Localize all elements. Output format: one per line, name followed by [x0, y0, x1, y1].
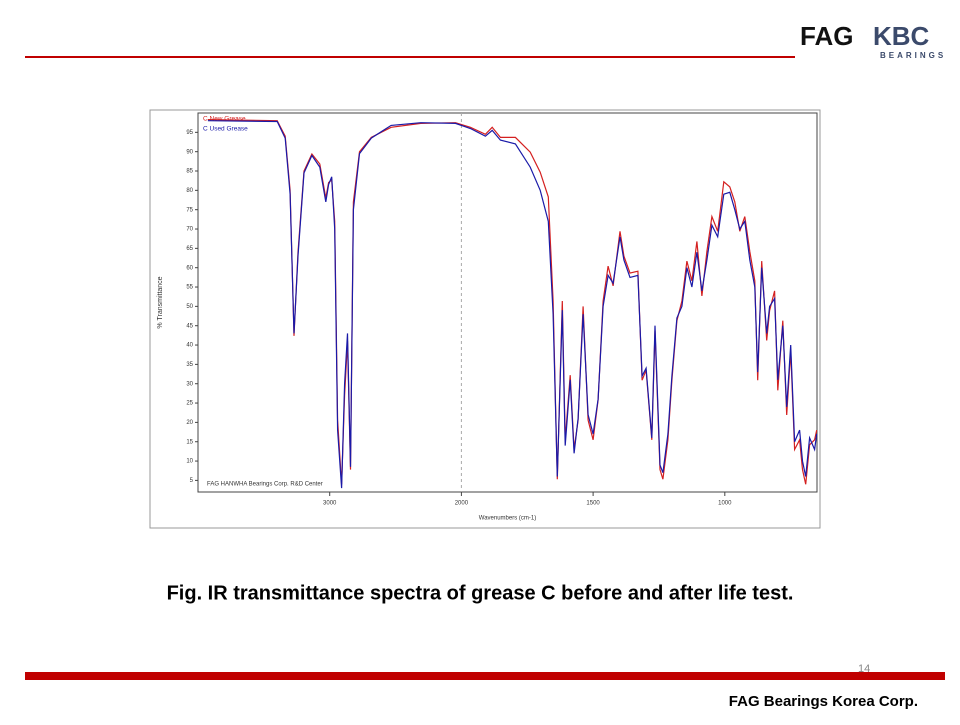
- x-axis-label: Wavenumbers (cm-1): [479, 516, 536, 522]
- y-tick-label: 25: [186, 401, 193, 407]
- y-tick-label: 50: [186, 304, 193, 310]
- y-tick-label: 80: [186, 188, 193, 194]
- y-tick-label: 55: [186, 285, 193, 291]
- y-tick-label: 90: [186, 149, 193, 155]
- y-tick-label: 30: [186, 381, 193, 387]
- logo-brand: FAG: [800, 21, 853, 51]
- footer-text: FAG Bearings Korea Corp.: [729, 693, 918, 710]
- y-tick-label: 95: [186, 130, 193, 136]
- logo-name: KBC: [873, 21, 930, 51]
- x-tick-label: 1500: [586, 501, 600, 507]
- x-tick-label: 1000: [718, 501, 732, 507]
- y-tick-label: 60: [186, 265, 193, 271]
- x-tick-label: 2000: [455, 501, 469, 507]
- y-tick-label: 40: [186, 343, 193, 349]
- y-tick-label: 65: [186, 246, 193, 252]
- plot-area: [197, 112, 818, 493]
- y-tick-label: 45: [186, 323, 193, 329]
- y-tick-label: 75: [186, 207, 193, 213]
- chart-frame: [149, 109, 821, 529]
- y-tick-label: 15: [186, 439, 193, 445]
- y-tick-label: 70: [186, 227, 193, 233]
- logo-tagline: BEARINGS: [880, 51, 946, 60]
- annotation: FAG HANWHA Bearings Corp. R&D Center: [207, 482, 323, 488]
- y-tick-label: 5: [190, 478, 194, 484]
- y-tick-label: 10: [186, 459, 193, 465]
- footer-bar: [25, 672, 945, 680]
- legend-entry: C New Grease: [203, 116, 246, 123]
- y-tick-label: 20: [186, 420, 193, 426]
- x-tick-label: 3000: [323, 501, 337, 507]
- page-number: 14: [858, 663, 870, 675]
- spectrum-line: [207, 120, 818, 489]
- legend-entry: C Used Grease: [203, 126, 248, 133]
- y-axis-label: % Transmittance: [157, 276, 164, 328]
- caption: Fig. IR transmittance spectra of grease …: [167, 582, 794, 604]
- y-tick-label: 35: [186, 362, 193, 368]
- y-tick-label: 85: [186, 169, 193, 175]
